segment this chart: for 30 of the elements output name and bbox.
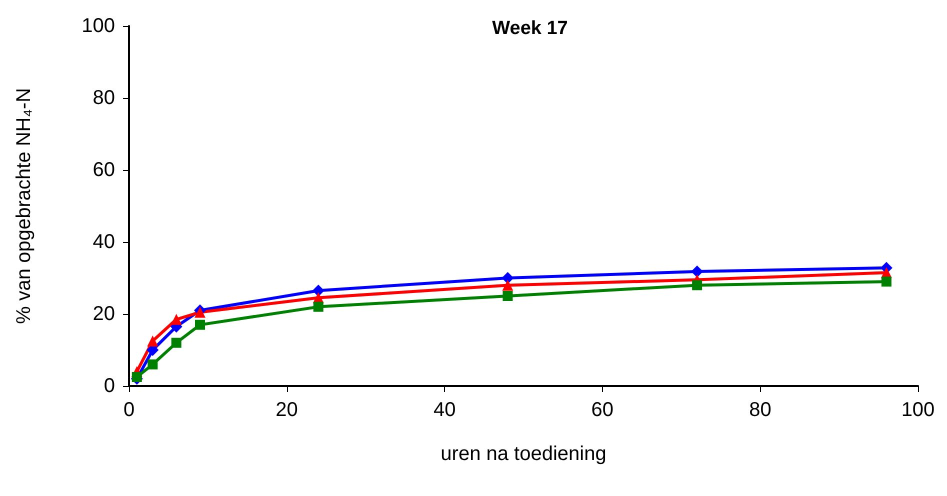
- x-tick-label: 0: [123, 399, 135, 421]
- x-tick-label: 60: [591, 399, 614, 421]
- point: [195, 320, 206, 330]
- point: [881, 276, 892, 287]
- point: [148, 359, 158, 370]
- point: [502, 291, 513, 301]
- point: [313, 302, 324, 312]
- point: [170, 314, 182, 325]
- y-tick-label: 40: [92, 231, 115, 253]
- point: [691, 266, 704, 278]
- point: [132, 372, 142, 382]
- y-tick-label: 100: [82, 15, 115, 37]
- y-tick-label: 80: [92, 87, 115, 109]
- x-tick-label: 80: [749, 399, 772, 421]
- point: [692, 280, 702, 290]
- x-tick-label: 100: [901, 399, 935, 421]
- y-tick-label: 60: [92, 159, 115, 181]
- point: [171, 338, 182, 348]
- point: [502, 272, 514, 284]
- y-tick-label: 20: [92, 303, 115, 325]
- x-tick-label: 20: [276, 399, 298, 421]
- point: [147, 336, 158, 346]
- x-axis-title: uren na toediening: [440, 443, 606, 465]
- y-axis-title: % van opgebrachte NH₄-N: [13, 88, 35, 324]
- x-tick-label: 40: [433, 399, 456, 421]
- point: [312, 284, 324, 297]
- y-tick-label: 0: [104, 375, 115, 397]
- point: [502, 280, 514, 291]
- chart-title: Week 17: [492, 18, 568, 39]
- point: [194, 306, 206, 318]
